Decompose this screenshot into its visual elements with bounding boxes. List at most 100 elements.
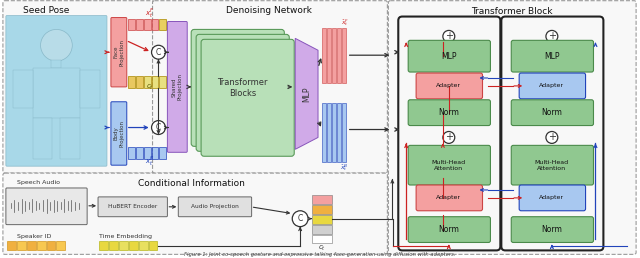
FancyBboxPatch shape bbox=[519, 185, 586, 211]
Bar bbox=[128, 147, 134, 159]
FancyBboxPatch shape bbox=[519, 73, 586, 99]
Text: C: C bbox=[156, 48, 161, 57]
FancyBboxPatch shape bbox=[408, 145, 490, 185]
Bar bbox=[139, 241, 148, 251]
Text: Conditional Information: Conditional Information bbox=[138, 179, 244, 188]
Bar bbox=[159, 147, 166, 159]
FancyBboxPatch shape bbox=[179, 197, 252, 217]
Text: MLP: MLP bbox=[303, 86, 312, 102]
Circle shape bbox=[443, 132, 455, 143]
FancyBboxPatch shape bbox=[511, 100, 593, 126]
Bar bbox=[109, 241, 118, 251]
Bar bbox=[136, 76, 143, 88]
Text: Transformer
Blocks: Transformer Blocks bbox=[218, 78, 268, 98]
FancyBboxPatch shape bbox=[3, 173, 387, 254]
Bar bbox=[33, 118, 52, 159]
Text: Body
Projection: Body Projection bbox=[113, 120, 124, 147]
Bar bbox=[148, 241, 157, 251]
FancyBboxPatch shape bbox=[501, 17, 604, 251]
Text: Speech Audio: Speech Audio bbox=[17, 180, 60, 184]
Text: HuBERT Encoder: HuBERT Encoder bbox=[108, 204, 157, 209]
Text: Speaker ID: Speaker ID bbox=[17, 234, 51, 239]
Bar bbox=[51, 60, 61, 68]
Bar bbox=[13, 70, 33, 108]
Circle shape bbox=[152, 45, 165, 59]
Text: $x_t^B$: $x_t^B$ bbox=[145, 155, 154, 168]
Circle shape bbox=[546, 132, 558, 143]
Bar bbox=[152, 147, 159, 159]
Circle shape bbox=[443, 30, 455, 42]
Bar bbox=[136, 19, 143, 30]
Bar bbox=[56, 241, 65, 251]
Text: Seed Pose: Seed Pose bbox=[23, 6, 70, 15]
FancyBboxPatch shape bbox=[111, 102, 127, 165]
FancyBboxPatch shape bbox=[511, 145, 593, 185]
Text: Face
Projection: Face Projection bbox=[113, 39, 124, 66]
Bar bbox=[33, 68, 80, 118]
FancyBboxPatch shape bbox=[6, 15, 107, 166]
FancyBboxPatch shape bbox=[152, 1, 387, 173]
Bar bbox=[322, 103, 326, 162]
Bar bbox=[128, 19, 134, 30]
Bar bbox=[36, 241, 45, 251]
Bar bbox=[143, 147, 150, 159]
Bar bbox=[337, 28, 341, 83]
Text: Norm: Norm bbox=[438, 225, 460, 234]
Text: C: C bbox=[298, 214, 303, 223]
Text: Time Embedding: Time Embedding bbox=[99, 234, 152, 239]
Text: +: + bbox=[445, 31, 453, 41]
Bar bbox=[332, 103, 336, 162]
Text: Adapter: Adapter bbox=[540, 83, 564, 88]
Text: Adapter: Adapter bbox=[436, 83, 461, 88]
Bar bbox=[312, 215, 332, 224]
Circle shape bbox=[40, 29, 72, 61]
Bar bbox=[143, 76, 150, 88]
Text: +: + bbox=[548, 132, 556, 142]
Text: Norm: Norm bbox=[438, 108, 460, 117]
Bar bbox=[60, 118, 80, 159]
FancyBboxPatch shape bbox=[6, 188, 87, 225]
Text: Norm: Norm bbox=[541, 108, 563, 117]
Circle shape bbox=[152, 120, 165, 134]
Bar bbox=[119, 241, 128, 251]
Text: Figure 1: Joint co-speech gesture and expressive talking face generation using d: Figure 1: Joint co-speech gesture and ex… bbox=[184, 252, 456, 257]
Text: Denoising Network: Denoising Network bbox=[225, 6, 312, 15]
Bar bbox=[129, 241, 138, 251]
Bar bbox=[312, 225, 332, 233]
Bar bbox=[7, 241, 16, 251]
Text: $x_t^F$: $x_t^F$ bbox=[145, 7, 154, 20]
Bar bbox=[80, 70, 100, 108]
FancyBboxPatch shape bbox=[408, 100, 490, 126]
FancyBboxPatch shape bbox=[201, 39, 294, 156]
FancyBboxPatch shape bbox=[191, 29, 284, 146]
Polygon shape bbox=[295, 38, 318, 149]
Bar bbox=[27, 241, 36, 251]
Text: C: C bbox=[156, 123, 161, 132]
Text: MLP: MLP bbox=[544, 52, 559, 61]
Text: $\hat{x}_t^F$: $\hat{x}_t^F$ bbox=[340, 17, 349, 28]
Bar bbox=[136, 147, 143, 159]
Bar bbox=[322, 28, 326, 83]
Circle shape bbox=[546, 30, 558, 42]
Bar bbox=[312, 235, 332, 244]
Bar bbox=[332, 28, 336, 83]
Text: Audio Projection: Audio Projection bbox=[191, 204, 239, 209]
Bar bbox=[159, 76, 166, 88]
FancyBboxPatch shape bbox=[388, 1, 636, 254]
FancyBboxPatch shape bbox=[511, 217, 593, 243]
Bar bbox=[17, 241, 26, 251]
Bar bbox=[312, 205, 332, 214]
Text: $c_t$: $c_t$ bbox=[146, 83, 154, 93]
Text: Norm: Norm bbox=[541, 225, 563, 234]
Bar bbox=[327, 28, 331, 83]
FancyBboxPatch shape bbox=[168, 21, 188, 152]
FancyBboxPatch shape bbox=[416, 185, 483, 211]
Bar bbox=[128, 76, 134, 88]
Text: Adapter: Adapter bbox=[436, 195, 461, 200]
Bar bbox=[143, 19, 150, 30]
Text: Multi-Head
Attention: Multi-Head Attention bbox=[432, 160, 466, 171]
Text: +: + bbox=[548, 31, 556, 41]
Bar bbox=[327, 103, 331, 162]
FancyBboxPatch shape bbox=[111, 18, 127, 87]
Text: Adapter: Adapter bbox=[540, 195, 564, 200]
